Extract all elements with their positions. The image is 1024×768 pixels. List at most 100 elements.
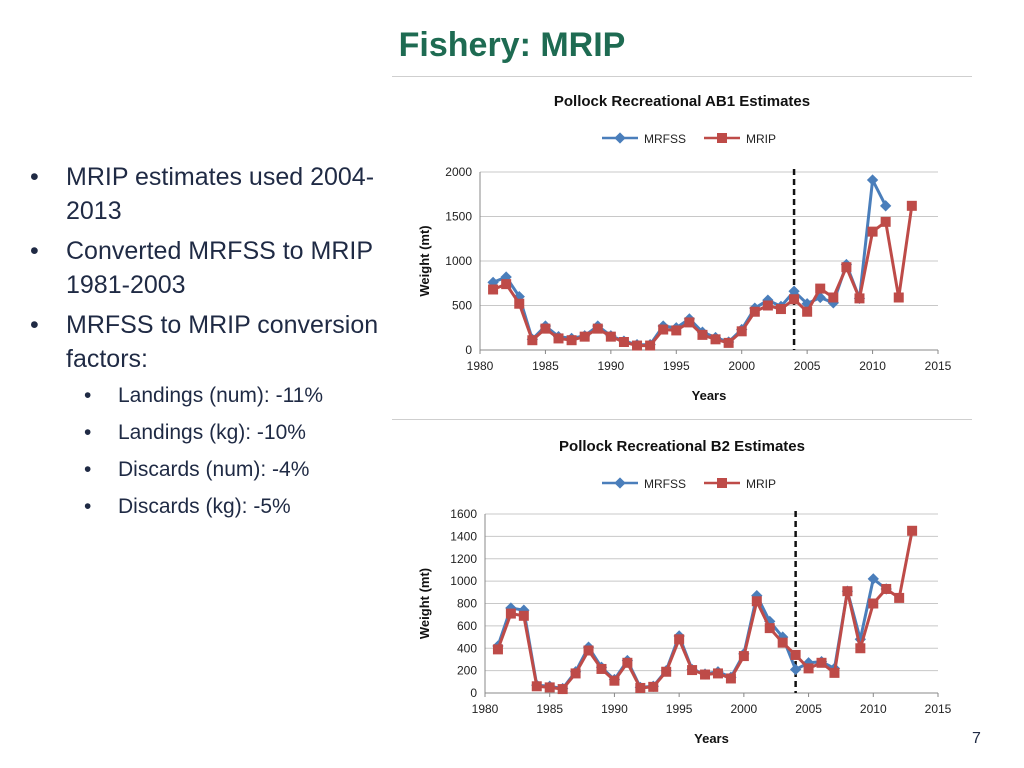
data-point-mrip (648, 681, 659, 692)
sub-bullet-item: Landings (kg): -10% (30, 419, 380, 447)
data-point-mrip (544, 682, 555, 693)
data-point-mrip (855, 643, 866, 654)
data-point-mrip (829, 667, 840, 678)
data-point-mrip (557, 684, 568, 695)
x-tick-label: 1985 (536, 702, 563, 716)
data-point-mrip (738, 651, 749, 662)
data-point-mrip (842, 586, 853, 597)
data-point-mrfss (866, 174, 879, 186)
x-tick-label: 1995 (666, 702, 693, 716)
y-tick-label: 400 (457, 641, 477, 655)
data-point-mrip (492, 644, 503, 655)
legend-label-mrfss: MRFSS (644, 477, 686, 491)
data-point-mrip (894, 592, 905, 603)
data-point-mrip (802, 306, 813, 317)
data-point-mrip (751, 596, 762, 607)
x-axis-label: Years (694, 731, 729, 746)
data-point-mrip (566, 335, 577, 346)
slide-title: Fishery: MRIP (398, 26, 626, 64)
data-point-mrip (880, 216, 891, 227)
chart-title: Pollock Recreational B2 Estimates (559, 438, 805, 455)
series-mrip (488, 200, 917, 351)
x-tick-label: 2010 (860, 702, 887, 716)
data-point-mrip (736, 326, 747, 337)
data-point-mrip (867, 226, 878, 237)
data-point-mrip (527, 335, 538, 346)
data-point-mrip (881, 583, 892, 594)
data-point-mrip (583, 645, 594, 656)
x-tick-label: 2000 (728, 359, 755, 373)
data-point-mrip (661, 666, 672, 677)
data-point-mrip (553, 333, 564, 344)
legend-marker-mrfss (614, 132, 626, 144)
data-point-mrip (531, 681, 542, 692)
x-tick-label: 2005 (795, 702, 822, 716)
bullet-item: MRFSS to MRIP conversion factors: (30, 308, 380, 376)
data-point-mrip (725, 673, 736, 684)
y-tick-label: 0 (470, 686, 477, 700)
legend-label-mrip: MRIP (746, 132, 776, 146)
data-point-mrip (906, 200, 917, 211)
data-point-mrfss (788, 285, 800, 297)
series-line-mrip (492, 205, 914, 348)
data-point-mrip (712, 668, 723, 679)
data-point-mrip (596, 663, 607, 674)
series-mrip (492, 525, 918, 695)
y-tick-label: 1000 (450, 574, 477, 588)
data-point-mrip (540, 323, 551, 334)
x-tick-label: 1980 (472, 702, 499, 716)
data-point-mrip (907, 525, 918, 536)
series-line-mrip (496, 530, 914, 691)
x-tick-label: 2015 (925, 702, 952, 716)
data-point-mrip (790, 649, 801, 660)
legend-label-mrfss: MRFSS (644, 132, 686, 146)
chart-title: Pollock Recreational AB1 Estimates (554, 93, 810, 110)
data-point-mrip (605, 331, 616, 342)
y-tick-label: 0 (465, 343, 472, 357)
y-axis-label: Weight (mt) (417, 568, 432, 639)
data-point-mrip (697, 329, 708, 340)
data-point-mrip (828, 292, 839, 303)
y-tick-label: 500 (452, 299, 472, 313)
data-point-mrip (841, 262, 852, 273)
chart-top-divider (392, 76, 972, 77)
x-axis-label: Years (692, 388, 727, 403)
y-tick-label: 1200 (450, 552, 477, 566)
data-point-mrip (789, 294, 800, 305)
data-point-mrip (674, 634, 685, 645)
y-tick-label: 1400 (450, 529, 477, 543)
y-tick-label: 2000 (445, 165, 472, 179)
y-tick-label: 1000 (445, 254, 472, 268)
data-point-mrip (816, 657, 827, 668)
y-axis-label: Weight (mt) (417, 225, 432, 296)
chart-middle-divider (392, 419, 972, 420)
data-point-mrip (579, 331, 590, 342)
y-tick-label: 600 (457, 619, 477, 633)
data-point-mrip (592, 323, 603, 334)
chart-legend: MRFSS MRIP (602, 477, 776, 491)
data-point-mrip (815, 283, 826, 294)
y-tick-label: 200 (457, 664, 477, 678)
data-point-mrip (488, 284, 499, 295)
data-point-mrip (570, 668, 581, 679)
x-tick-label: 2000 (731, 702, 758, 716)
data-point-mrfss (789, 663, 802, 676)
x-tick-label: 1990 (601, 702, 628, 716)
bullet-item: Converted MRFSS to MRIP 1981-2003 (30, 234, 380, 302)
data-point-mrip (777, 637, 788, 648)
x-tick-label: 2005 (794, 359, 821, 373)
data-point-mrip (514, 298, 525, 309)
x-tick-label: 2015 (925, 359, 952, 373)
data-point-mrip (635, 682, 646, 693)
data-point-mrip (775, 304, 786, 315)
legend-marker-mrip (717, 478, 727, 488)
legend-marker-mrfss (614, 477, 626, 489)
data-point-mrip (645, 340, 656, 351)
data-point-mrip (868, 598, 879, 609)
data-point-mrip (684, 317, 695, 328)
chart-legend: MRFSS MRIP (602, 132, 776, 146)
y-tick-label: 1600 (450, 507, 477, 521)
data-point-mrip (710, 334, 721, 345)
data-point-mrip (501, 279, 512, 290)
